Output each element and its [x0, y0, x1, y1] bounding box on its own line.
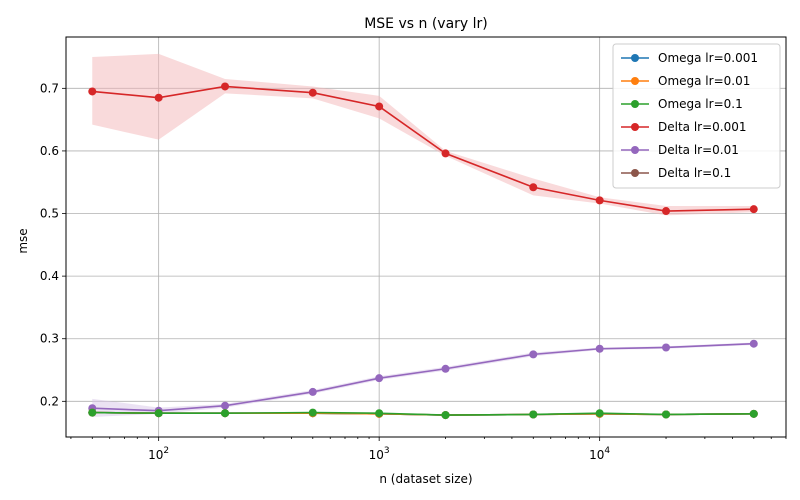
data-point: [308, 387, 317, 396]
plot-frame: [65, 36, 787, 438]
data-point: [529, 350, 538, 359]
data-point: [375, 374, 384, 383]
data-point: [375, 102, 384, 111]
legend-label: Omega lr=0.01: [658, 74, 750, 88]
x-tick-exponent: 3: [384, 446, 390, 456]
series: [88, 408, 758, 420]
legend-item: Delta lr=0.001: [621, 120, 747, 134]
x-tick-base: 10: [369, 448, 384, 462]
data-point: [154, 93, 163, 102]
data-point: [662, 207, 671, 216]
legend-marker: [631, 77, 639, 85]
legend-label: Delta lr=0.01: [658, 143, 739, 157]
y-axis-ticks: 0.2 0.3 0.4 0.5 0.6 0.7: [40, 81, 66, 408]
y-axis-label: mse: [16, 228, 30, 253]
y-tick-label: 0.3: [40, 332, 59, 346]
legend: Omega lr=0.001 Omega lr=0.01 Omega lr=0.1 D…: [612, 43, 781, 189]
x-axis-ticks: 102 103 104: [70, 437, 787, 462]
series: [88, 339, 758, 415]
data-point: [88, 87, 97, 96]
x-tick-label: 102: [148, 446, 169, 462]
x-axis-label: n (dataset size): [379, 472, 472, 486]
chart-title: MSE vs n (vary lr): [364, 16, 488, 32]
data-point: [749, 205, 758, 214]
data-point: [308, 88, 317, 97]
confidence-band: [92, 53, 754, 216]
series: [88, 82, 758, 216]
data-point: [749, 339, 758, 348]
data-point: [88, 408, 97, 417]
data-point: [441, 149, 450, 158]
data-point: [221, 409, 230, 418]
y-tick-label: 0.4: [40, 269, 59, 283]
legend-marker: [631, 123, 639, 131]
data-point: [662, 410, 671, 419]
legend-label: Omega lr=0.1: [658, 97, 743, 111]
legend-label: Delta lr=0.001: [658, 120, 747, 134]
x-tick-exponent: 4: [604, 446, 610, 456]
data-point: [662, 343, 671, 352]
data-point: [595, 409, 604, 418]
legend-label: Delta lr=0.1: [658, 166, 731, 180]
data-point: [221, 82, 230, 91]
data-point: [529, 183, 538, 192]
series-line: [92, 411, 754, 416]
legend-marker: [631, 146, 639, 154]
data-point: [308, 408, 317, 417]
series-lines: [88, 82, 758, 420]
legend-item: Omega lr=0.01: [621, 74, 750, 88]
series-line: [92, 342, 754, 412]
data-point: [441, 411, 450, 420]
y-tick-label: 0.2: [40, 394, 59, 408]
x-tick-base: 10: [589, 448, 604, 462]
legend-marker: [631, 100, 639, 108]
x-tick-base: 10: [148, 448, 163, 462]
data-point: [529, 410, 538, 419]
legend-marker: [631, 169, 639, 177]
data-point: [595, 344, 604, 353]
x-tick-exponent: 2: [163, 446, 169, 456]
data-point: [595, 196, 604, 205]
legend-item: Delta lr=0.1: [621, 166, 731, 180]
data-point: [154, 409, 163, 418]
y-tick-label: 0.7: [40, 81, 59, 95]
legend-item: Omega lr=0.001: [621, 51, 758, 65]
data-point: [375, 409, 384, 418]
legend-item: Omega lr=0.1: [621, 97, 743, 111]
legend-item: Delta lr=0.01: [621, 143, 739, 157]
y-tick-label: 0.6: [40, 144, 59, 158]
x-tick-label: 104: [589, 446, 610, 462]
series-line: [92, 85, 754, 212]
data-point: [749, 409, 758, 418]
legend-label: Omega lr=0.001: [658, 51, 758, 65]
data-point: [221, 401, 230, 410]
x-tick-label: 103: [369, 446, 390, 462]
legend-box: [612, 43, 781, 189]
y-tick-label: 0.5: [40, 207, 59, 221]
legend-marker: [631, 54, 639, 62]
data-point: [441, 364, 450, 373]
